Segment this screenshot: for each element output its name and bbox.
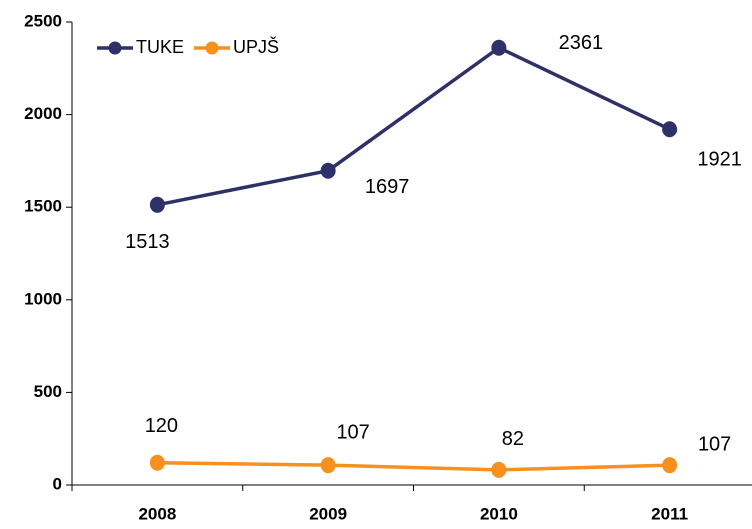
data-label: 1921 <box>697 149 742 171</box>
y-tick-label: 2000 <box>24 104 62 123</box>
marker <box>149 454 165 471</box>
marker <box>149 196 165 213</box>
data-label: 2361 <box>559 32 604 54</box>
legend-label: TUKE <box>136 37 184 57</box>
x-tick-label: 2009 <box>309 504 347 523</box>
data-label: 107 <box>336 421 369 443</box>
marker <box>491 461 507 478</box>
legend-label: UPJŠ <box>233 36 279 57</box>
y-tick-label: 1500 <box>24 197 62 216</box>
legend-marker <box>205 41 219 55</box>
marker <box>491 39 507 56</box>
data-label: 1697 <box>365 176 410 198</box>
marker <box>320 162 336 179</box>
marker <box>662 457 678 474</box>
legend-marker <box>108 41 122 55</box>
data-label: 120 <box>145 415 178 437</box>
data-label: 1513 <box>125 231 170 253</box>
x-tick-label: 2008 <box>138 504 176 523</box>
x-tick-label: 2010 <box>480 504 518 523</box>
series-line <box>157 45 671 207</box>
marker <box>320 457 336 474</box>
y-tick-label: 2500 <box>24 11 62 30</box>
y-tick-label: 500 <box>34 382 62 401</box>
data-label: 107 <box>698 433 731 455</box>
series-line <box>157 461 670 472</box>
data-label: 82 <box>502 428 524 450</box>
x-tick-label: 2011 <box>651 504 688 523</box>
y-tick-label: 0 <box>53 474 62 493</box>
y-tick-label: 1000 <box>24 289 62 308</box>
marker <box>662 121 678 138</box>
